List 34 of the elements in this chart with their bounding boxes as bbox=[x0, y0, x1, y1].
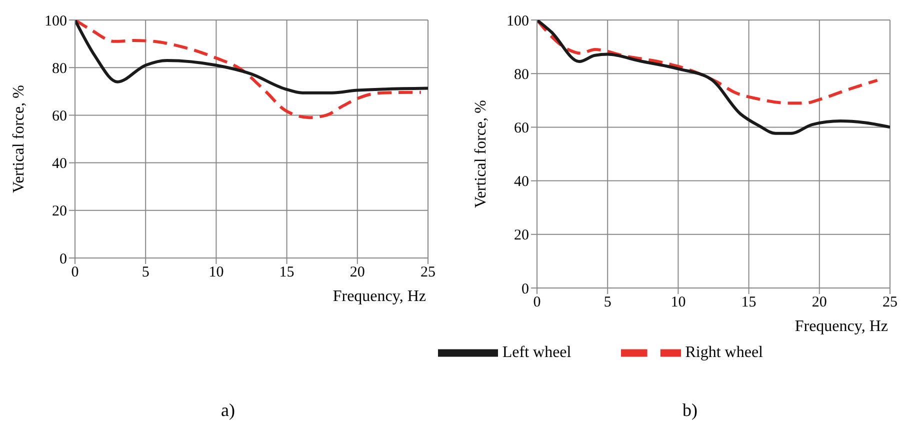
y-tick-label: 60 bbox=[52, 108, 67, 125]
y-tick-label: 60 bbox=[514, 120, 529, 137]
x-tick-label: 0 bbox=[533, 294, 541, 311]
y-tick-label: 20 bbox=[514, 228, 529, 244]
legend-label: Right wheel bbox=[685, 344, 763, 361]
text: a) bbox=[220, 400, 236, 421]
text: b) bbox=[682, 400, 698, 421]
x-tick-label: 15 bbox=[279, 264, 294, 281]
x-tick-label: 15 bbox=[741, 294, 756, 311]
x-tick-label: 5 bbox=[142, 264, 150, 281]
y-axis-title: Vertical force, % bbox=[10, 85, 28, 193]
y-tick-label: 80 bbox=[514, 66, 529, 83]
y-tick-label: 100 bbox=[44, 13, 67, 30]
x-tick-label: 10 bbox=[670, 294, 686, 311]
x-tick-label: 20 bbox=[350, 264, 365, 281]
x-tick-label: 0 bbox=[71, 264, 79, 281]
y-tick-label: 0 bbox=[522, 281, 529, 298]
y-tick-label: 40 bbox=[52, 156, 67, 172]
x-tick-label: 5 bbox=[604, 294, 612, 311]
x-tick-label: 25 bbox=[882, 294, 898, 311]
legend-label: Left wheel bbox=[502, 344, 572, 361]
line-series bbox=[537, 20, 879, 105]
x-tick-label: 20 bbox=[812, 294, 827, 311]
y-tick-label: 0 bbox=[60, 251, 67, 268]
line-series bbox=[75, 20, 422, 120]
x-tick-label: 10 bbox=[208, 264, 224, 281]
y-axis-title: Vertical force, % bbox=[472, 100, 490, 208]
y-tick-label: 100 bbox=[506, 13, 529, 30]
x-tick-label: 25 bbox=[420, 264, 436, 281]
y-tick-label: 40 bbox=[514, 174, 529, 190]
y-tick-label: 20 bbox=[52, 204, 67, 220]
x-axis-title: Frequency, Hz bbox=[794, 318, 888, 335]
y-tick-label: 80 bbox=[52, 60, 67, 77]
x-axis-title: Frequency, Hz bbox=[332, 288, 426, 305]
